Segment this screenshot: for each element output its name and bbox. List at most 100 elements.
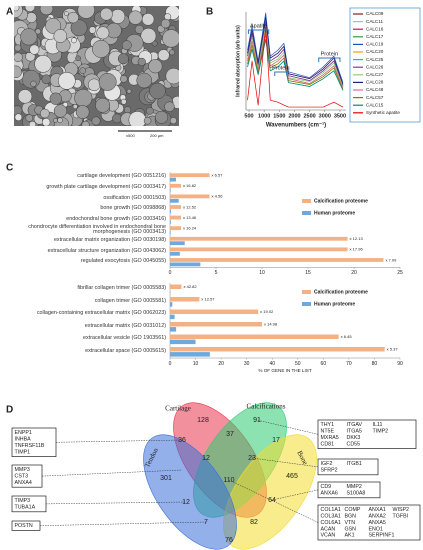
sem-particle xyxy=(98,72,117,91)
sem-particle xyxy=(121,40,132,51)
annotation: Protein xyxy=(272,65,289,71)
sem-particle xyxy=(49,92,62,105)
gene-name: TIMP2 xyxy=(373,429,389,435)
gene-box xyxy=(11,495,47,513)
bar xyxy=(170,322,262,327)
enrichment-label: x 4.56 xyxy=(212,194,224,199)
sem-particle xyxy=(137,57,146,66)
venn-count: 128 xyxy=(197,417,209,424)
category-label: growth plate cartilage development (GO 0… xyxy=(46,184,166,191)
gene-box xyxy=(11,427,57,457)
x-tick-label: 3500 xyxy=(334,113,346,119)
sem-particle xyxy=(67,11,79,24)
venn-count: 76 xyxy=(225,537,233,544)
venn-count: 7 xyxy=(204,519,208,526)
legend-label: CALC20 xyxy=(366,49,384,54)
panel-label: A xyxy=(6,7,13,18)
enrichment-label: x 14.98 xyxy=(264,322,278,327)
sem-particle xyxy=(165,67,179,85)
gene-name: CD9 xyxy=(321,484,332,490)
venn-count: 37 xyxy=(226,431,234,438)
gene-name: COL3A1 xyxy=(321,514,341,520)
panel-label: B xyxy=(206,7,213,18)
spectrum-line xyxy=(247,12,344,83)
venn-count: 23 xyxy=(248,455,256,462)
legend-label: CALC27 xyxy=(366,72,384,77)
sem-particle xyxy=(136,72,152,89)
sem-particle xyxy=(110,9,126,24)
sem-particle xyxy=(164,101,175,112)
gene-name: COL6A1 xyxy=(321,520,341,526)
gene-box xyxy=(317,504,421,541)
legend-label: Calcification proteome xyxy=(314,289,368,295)
bar xyxy=(170,309,259,314)
legend-label: CALC57 xyxy=(366,95,384,100)
sem-particle xyxy=(53,29,68,43)
connector xyxy=(256,419,319,435)
gene-name: ITGA5 xyxy=(347,429,362,435)
sem-particle xyxy=(64,11,69,16)
sem-particle xyxy=(24,6,36,12)
gene-name: ITGAV xyxy=(347,422,363,428)
x-tick-label: 20 xyxy=(351,270,357,276)
x-tick-label: 0 xyxy=(169,361,172,367)
bar xyxy=(170,258,384,262)
sem-particle xyxy=(14,113,23,122)
legend-label: Human proteome xyxy=(314,210,355,216)
category-label: extracellular matrix (GO 0031012) xyxy=(84,322,166,329)
gene-name: TIMP1 xyxy=(15,449,31,455)
gene-name: MMP2 xyxy=(347,484,362,490)
gene-name: DKK3 xyxy=(347,435,361,441)
enrichment-label: x 17.96 xyxy=(350,247,364,252)
gene-name: TGFBI xyxy=(393,514,409,520)
sem-particle xyxy=(117,53,129,65)
sem-particle xyxy=(70,19,88,37)
category-label: cartilage development (GO 0051216) xyxy=(77,173,166,180)
legend-swatch xyxy=(302,211,311,215)
enrichment-label: x 13.46 xyxy=(183,215,197,220)
legend-label: CALC09 xyxy=(366,11,384,16)
category-label: extracellular space (GO 0005615) xyxy=(85,347,166,354)
spectrum-line xyxy=(247,34,344,90)
sem-particle xyxy=(41,74,52,85)
connector xyxy=(251,457,319,468)
category-label: collagen-containing extracellular matrix… xyxy=(36,310,166,317)
sem-particle xyxy=(160,18,171,29)
x-tick-label: 40 xyxy=(269,361,275,367)
x-tick-label: 0 xyxy=(169,270,172,276)
legend-label: CALC48 xyxy=(366,87,384,92)
sem-particle xyxy=(123,106,132,114)
sem-particle xyxy=(14,6,20,12)
sem-particle xyxy=(39,6,54,16)
sem-particle xyxy=(34,55,52,73)
bracket xyxy=(318,57,341,62)
x-tick-label: 70 xyxy=(346,361,352,367)
category-label: fibrillar collagen trimer (GO 0005583) xyxy=(77,285,166,292)
sem-particle xyxy=(20,28,38,46)
gene-name: TNFRSF11B xyxy=(15,443,45,449)
gene-name: POSTN xyxy=(15,523,33,529)
gene-name: ANXA4 xyxy=(15,480,32,486)
x-tick-label: 15 xyxy=(305,270,311,276)
connector xyxy=(45,501,187,505)
sem-particle xyxy=(79,67,87,74)
bar xyxy=(170,297,200,302)
x-tick-label: 50 xyxy=(295,361,301,367)
category-label: extracellular vesicle (GO 1903561) xyxy=(83,335,166,342)
enrichment-label: x 12.57 xyxy=(201,297,215,302)
x-tick-label: 5 xyxy=(215,270,218,276)
gene-name: ANXA5 xyxy=(369,520,386,526)
sem-particle xyxy=(29,44,40,55)
legend-label: CALC15 xyxy=(366,102,384,107)
bar xyxy=(170,215,182,220)
sem-particle xyxy=(53,118,58,123)
venn-count: 12 xyxy=(202,455,210,462)
x-tick-label: 3000 xyxy=(319,113,331,119)
x-tick-label: 2000 xyxy=(288,113,300,119)
sem-particle xyxy=(91,116,101,126)
sem-particle xyxy=(75,105,90,119)
bar xyxy=(170,205,182,209)
gene-name: COL1A1 xyxy=(321,507,341,513)
spectrum-line xyxy=(247,25,344,87)
